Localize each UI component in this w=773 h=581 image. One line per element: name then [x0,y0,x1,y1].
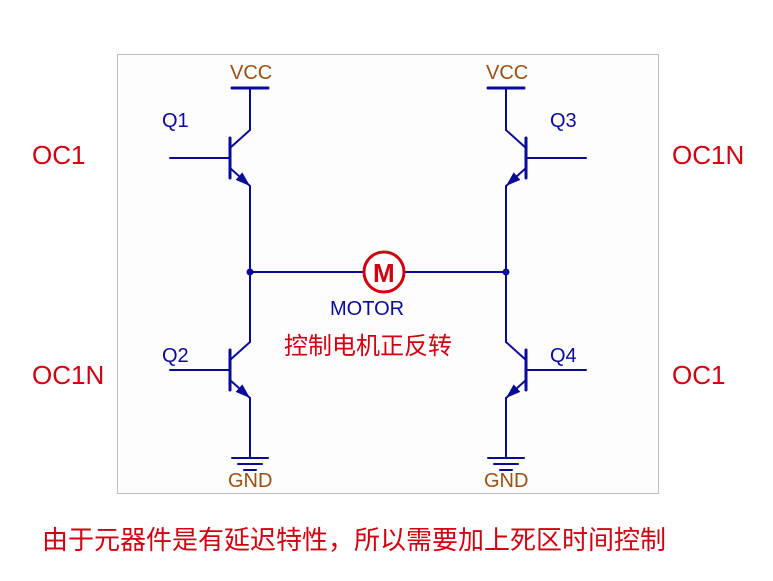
label-vcc-right: VCC [486,62,528,85]
motor-letter-m: M [373,258,395,289]
label-motor-cn: 控制电机正反转 [284,326,452,361]
label-q1: Q1 [162,110,189,133]
footer-caption: 由于元器件是有延迟特性，所以需要加上死区时间控制 [42,520,666,557]
label-gnd-right: GND [484,470,528,493]
label-q3: Q3 [550,110,577,133]
label-oc1-bottom-right: OC1 [672,360,725,391]
label-oc1n-bottom-left: OC1N [32,360,104,391]
label-q4: Q4 [550,345,577,368]
label-motor: MOTOR [330,298,404,321]
h-bridge-schematic [0,0,773,581]
label-oc1-top-left: OC1 [32,140,85,171]
label-oc1n-top-right: OC1N [672,140,744,171]
label-vcc-left: VCC [230,62,272,85]
label-q2: Q2 [162,345,189,368]
diagram-canvas: VCC VCC GND GND Q1 Q2 Q3 Q4 OC1 OC1N OC1… [0,0,773,581]
label-gnd-left: GND [228,470,272,493]
